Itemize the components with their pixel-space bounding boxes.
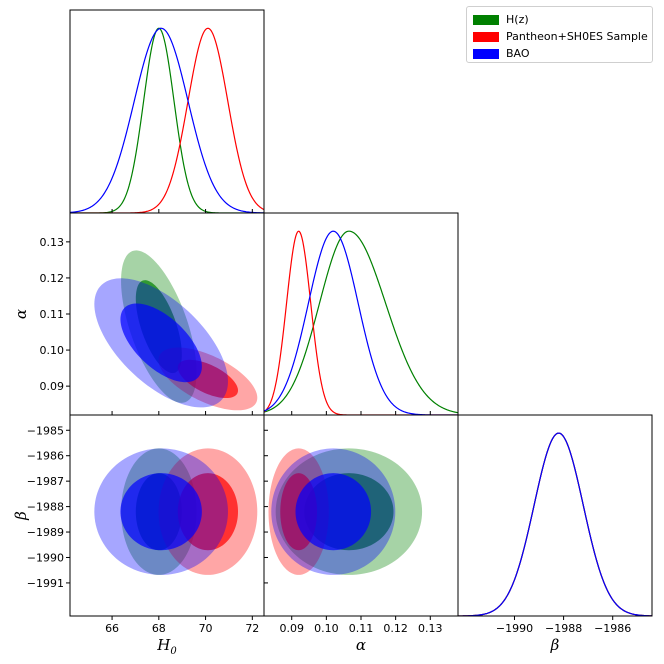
x-axis-label-H0: H0 <box>156 636 177 657</box>
contours-alpha-beta <box>268 448 423 575</box>
legend-swatch-hz <box>473 14 499 25</box>
y-tick-label-alpha: 0.13 <box>40 236 65 249</box>
x-axis-label-beta: β <box>550 636 560 654</box>
y-tick-label-beta: −1987 <box>27 475 64 488</box>
x-tick-label-alpha: 0.11 <box>349 622 374 635</box>
marginal-curve-beta <box>458 432 652 616</box>
marginal-H0 <box>70 27 264 213</box>
y-tick-label-beta: −1989 <box>27 526 64 539</box>
x-tick-label-H0: 72 <box>245 622 259 635</box>
contour-68-H0-beta <box>120 473 202 551</box>
legend-label-pantheon: Pantheon+SH0ES Sample <box>506 30 648 43</box>
marginal-curve-beta <box>458 432 652 616</box>
marginal-curve-H0 <box>70 27 264 213</box>
y-tick-label-beta: −1991 <box>27 577 64 590</box>
y-tick-label-alpha: 0.10 <box>40 344 65 357</box>
marginal-beta <box>458 432 652 616</box>
x-tick-label-H0: 70 <box>199 622 213 635</box>
legend-item-pantheon: Pantheon+SH0ES Sample <box>473 28 648 45</box>
marginal-curve-alpha <box>264 230 458 414</box>
legend-item-hz: H(z) <box>473 11 646 28</box>
y-tick-label-alpha: 0.11 <box>40 308 65 321</box>
marginal-curve-H0 <box>70 27 264 213</box>
y-tick-label-beta: −1986 <box>27 450 64 463</box>
marginal-curve-H0 <box>70 27 264 213</box>
y-tick-label-beta: −1985 <box>27 424 64 437</box>
x-tick-label-beta: −1990 <box>496 622 533 635</box>
legend-swatch-pantheon <box>473 31 499 42</box>
x-tick-label-alpha: 0.12 <box>383 622 408 635</box>
x-tick-label-beta: −1986 <box>594 622 631 635</box>
y-axis-label-alpha: α <box>12 309 30 319</box>
legend-item-bao: BAO <box>473 45 646 62</box>
y-tick-label-alpha: 0.09 <box>40 380 65 393</box>
axes-frame <box>457 414 653 617</box>
y-axis-label-beta: β <box>12 511 30 521</box>
y-tick-label-beta: −1988 <box>27 501 64 514</box>
x-tick-label-H0: 68 <box>152 622 166 635</box>
x-tick-label-beta: −1988 <box>545 622 582 635</box>
x-axis-label-alpha: α <box>356 636 366 654</box>
contours-H0-alpha <box>94 250 258 411</box>
marginal-alpha <box>264 230 458 415</box>
marginal-curve-alpha <box>264 230 458 415</box>
x-axis-label-subscript: 0 <box>170 646 177 657</box>
x-tick-label-alpha: 0.09 <box>279 622 304 635</box>
x-tick-label-alpha: 0.13 <box>418 622 443 635</box>
contour-68-H0-alpha <box>120 303 202 383</box>
marginal-curve-alpha <box>264 230 458 415</box>
x-tick-label-alpha: 0.10 <box>314 622 339 635</box>
x-tick-label-H0: 66 <box>105 622 119 635</box>
legend: H(z) Pantheon+SH0ES Sample BAO <box>466 6 653 63</box>
axes-frame <box>69 9 265 214</box>
marginal-curve-beta <box>458 432 652 616</box>
legend-label-bao: BAO <box>506 47 530 60</box>
contour-68-alpha-beta <box>295 473 372 551</box>
legend-swatch-bao <box>473 48 499 59</box>
y-tick-label-alpha: 0.12 <box>40 272 65 285</box>
contours-H0-beta <box>94 448 258 575</box>
legend-label-hz: H(z) <box>506 13 529 26</box>
y-tick-label-beta: −1990 <box>27 551 64 564</box>
